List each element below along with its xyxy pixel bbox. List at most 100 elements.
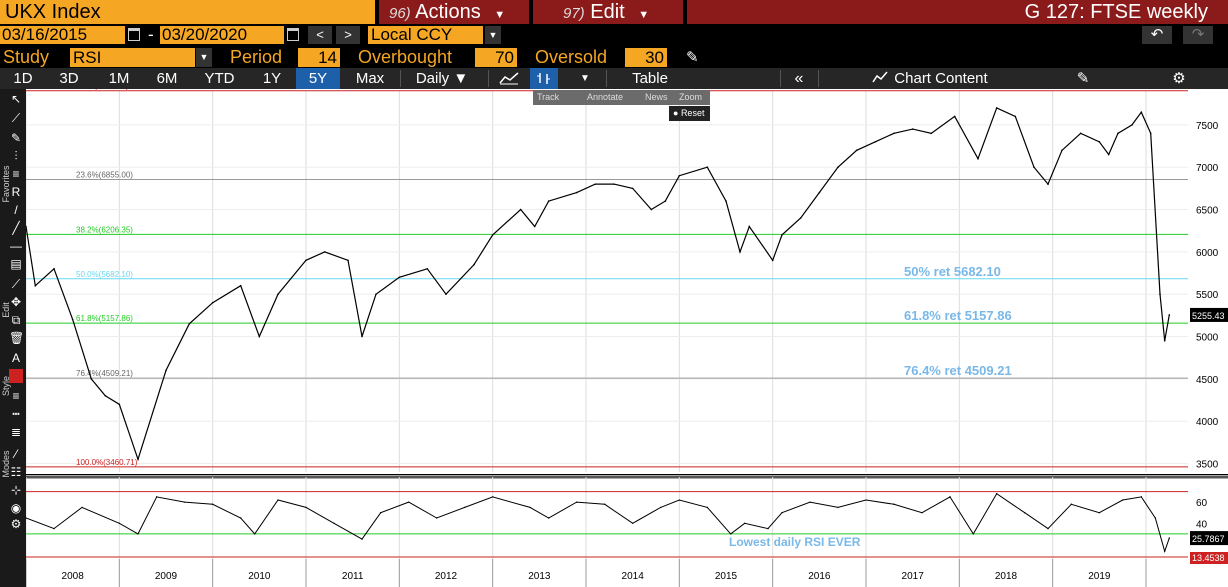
bar-chart-icon[interactable] — [530, 68, 558, 89]
rsi-point — [361, 538, 363, 540]
rsi-point — [1154, 517, 1157, 519]
fill-icon[interactable]: ▤ — [10, 257, 22, 271]
price-point — [874, 141, 877, 143]
chart-canvas[interactable]: 2008 2009 2010 2011 2012 2013 2014 2015 2016 2017… — [26, 89, 1228, 587]
redo-button[interactable]: ↷ — [1183, 26, 1213, 44]
actions-shortcut: 96) — [389, 5, 411, 22]
magnet-icon[interactable]: ◉ — [10, 501, 22, 515]
font-size-icon[interactable]: ≣ — [10, 425, 22, 439]
minus-icon[interactable]: — — [10, 239, 22, 253]
r-icon[interactable]: R — [11, 185, 21, 199]
line-style-icon[interactable]: ┅ — [12, 407, 20, 421]
chart-type-dropdown[interactable]: ▼ — [580, 73, 590, 84]
y-tick-label: 7500 — [1196, 121, 1219, 132]
move-icon[interactable]: ✥ — [10, 295, 22, 309]
rsi-point — [53, 527, 55, 530]
track-button[interactable]: Track — [537, 92, 560, 102]
price-point — [855, 149, 858, 152]
next-period-button[interactable]: > — [336, 26, 360, 44]
table-button[interactable]: Table — [632, 70, 668, 87]
date-row: 03/16/2015 - 03/20/2020 < > Local CCY ▼ … — [0, 25, 1228, 45]
range-ytd-button[interactable]: YTD — [204, 70, 235, 87]
frequency-select[interactable]: Daily ▼ — [415, 70, 469, 87]
line-icon[interactable]: ╱ — [12, 221, 20, 235]
rsi-point — [1047, 527, 1049, 530]
rsi-point — [893, 503, 895, 505]
line-chart-icon[interactable] — [492, 68, 526, 89]
period-input[interactable]: 14 — [298, 48, 340, 67]
trash-icon[interactable]: 🗑 — [9, 331, 25, 345]
range-1y-button[interactable]: 1Y — [262, 70, 282, 87]
trendline-icon[interactable]: ⟋ — [11, 111, 21, 125]
price-point — [1014, 115, 1017, 118]
pencil-icon[interactable]: ✎ — [686, 49, 699, 66]
bar-chart-icon-graphic — [537, 73, 550, 84]
collapse-left-icon[interactable]: « — [794, 70, 804, 87]
mode-icon[interactable]: ☷ — [10, 465, 22, 479]
color-swatch-icon[interactable] — [9, 369, 23, 383]
line-icon[interactable]: / — [14, 203, 18, 217]
start-date-field[interactable]: 03/16/2015 — [0, 26, 125, 44]
separator — [488, 70, 489, 87]
range-3d-button[interactable]: 3D — [59, 70, 79, 87]
currency-select[interactable]: Local CCY — [368, 26, 483, 44]
zoom-button[interactable]: Zoom — [679, 92, 703, 102]
rsi-point — [1140, 496, 1143, 498]
calendar-icon[interactable] — [128, 28, 140, 41]
oversold-input[interactable]: 30 — [625, 48, 667, 67]
range-1d-button[interactable]: 1D — [13, 70, 33, 87]
range-6m-button[interactable]: 6M — [156, 70, 178, 87]
floating-toolbar: Track Annotate News Zoom — [533, 90, 710, 105]
rsi-point — [333, 522, 335, 524]
cursor-icon[interactable]: ↖ — [10, 92, 22, 106]
chart-content-button[interactable]: Chart Content — [850, 68, 1010, 89]
prev-period-button[interactable]: < — [308, 26, 332, 44]
ticker-field[interactable]: UKX Index — [0, 0, 375, 24]
fib-icon[interactable]: ≡ — [12, 167, 20, 181]
price-point — [613, 183, 615, 185]
pen-icon[interactable]: ✎ — [10, 131, 22, 145]
chart-area[interactable]: 2008 2009 2010 2011 2012 2013 2014 2015 2016 2017… — [26, 89, 1228, 587]
price-point — [277, 293, 279, 295]
end-date-field[interactable]: 03/20/2020 — [160, 26, 284, 44]
price-point — [188, 323, 191, 325]
range-1m-button[interactable]: 1M — [108, 70, 130, 87]
price-point — [1079, 132, 1082, 135]
edit-menu-button[interactable]: 97) Edit ▼ — [533, 0, 683, 24]
price-point — [26, 225, 27, 228]
gear-icon[interactable]: ⚙ — [1172, 70, 1186, 87]
x-tick-label: 2015 — [715, 571, 738, 582]
reset-button[interactable]: ● Reset — [669, 106, 710, 121]
undo-button[interactable]: ↶ — [1142, 26, 1172, 44]
range-5y-button[interactable]: 5Y — [296, 68, 340, 89]
mode-icon[interactable]: ⁄ — [14, 447, 17, 461]
y-tick-label: 5000 — [1196, 333, 1219, 344]
period-label: Period — [230, 47, 283, 67]
line-width-icon[interactable]: ≡ — [12, 389, 20, 403]
actions-menu-button[interactable]: 96) Actions ▼ — [379, 0, 529, 24]
calendar-icon[interactable] — [287, 28, 299, 41]
annotate-button[interactable]: Annotate — [587, 92, 624, 102]
copy-icon[interactable]: ⧉ — [11, 313, 21, 327]
separator — [780, 70, 781, 87]
study-select[interactable]: RSI — [70, 48, 195, 67]
overbought-input[interactable]: 70 — [475, 48, 517, 67]
chart-content-label: Chart Content — [894, 70, 988, 87]
price-point — [930, 132, 933, 135]
x-tick-label: 2008 — [62, 571, 85, 582]
fib-level-label: 38.2%(6206.35) — [76, 225, 133, 234]
gear-icon[interactable]: ⚙ — [10, 517, 22, 531]
edit-label: Edit — [590, 1, 625, 23]
rsi-point — [921, 512, 923, 514]
bars-icon[interactable]: ⫶ — [14, 149, 18, 163]
chevron-down-icon[interactable]: ▼ — [485, 26, 501, 44]
title-row: UKX Index 96) Actions ▼ 97) Edit ▼ G 127… — [0, 0, 1228, 24]
price-point — [748, 225, 751, 228]
range-max-button[interactable]: Max — [355, 70, 385, 87]
news-button[interactable]: News — [645, 92, 668, 102]
chevron-down-icon[interactable]: ▼ — [196, 48, 212, 67]
crosshair-icon[interactable]: ⊹ — [10, 483, 22, 497]
brush-icon[interactable]: ⟋ — [11, 277, 21, 291]
edit-chart-icon[interactable]: ✎ — [1076, 70, 1090, 87]
text-style-icon[interactable]: A — [11, 351, 20, 365]
